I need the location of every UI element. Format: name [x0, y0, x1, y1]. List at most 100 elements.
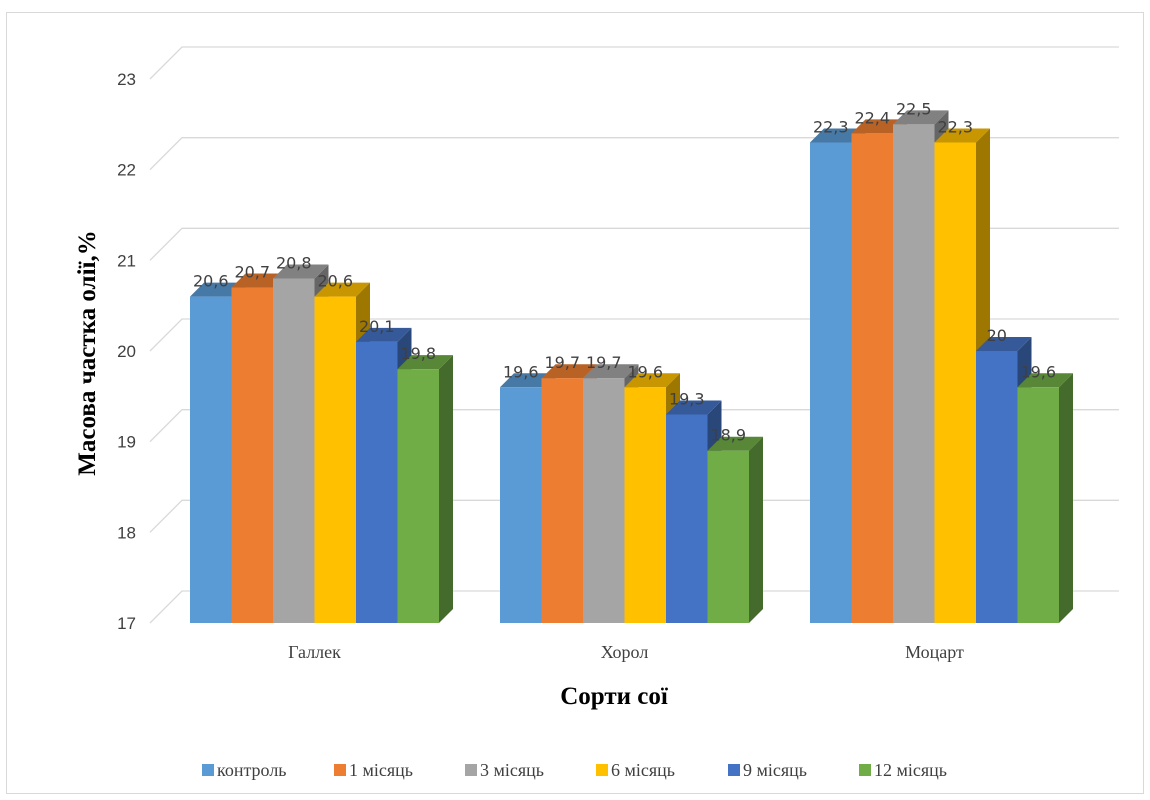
gridlines	[149, 46, 1119, 624]
gridline	[149, 499, 1119, 533]
bar-front-face	[231, 287, 273, 623]
bar-front-face	[356, 341, 398, 623]
bar-top-face	[356, 327, 412, 342]
data-label: 20,1	[359, 317, 395, 336]
legend-label: 3 місяць	[480, 760, 544, 780]
gridline	[149, 227, 1119, 261]
x-tick-label: Моцарт	[905, 642, 964, 662]
data-label: 20,6	[317, 272, 353, 291]
gridline	[149, 590, 1119, 624]
bar-top-face	[1017, 373, 1073, 388]
bar-top-face	[893, 110, 949, 125]
data-label: 19,8	[400, 344, 436, 363]
legend-swatch	[728, 764, 740, 776]
bar-side-face	[749, 436, 763, 623]
bar-top-face	[541, 364, 597, 379]
data-label: 19,7	[586, 353, 622, 372]
bar-top-face	[934, 128, 990, 143]
y-tick-label: 21	[117, 251, 136, 270]
legend-label: 9 місяць	[743, 760, 807, 780]
y-tick-label: 19	[117, 433, 136, 452]
bar-front-face	[190, 296, 232, 623]
legend-item: 6 місяць	[596, 760, 675, 780]
data-label: 19,7	[544, 353, 580, 372]
bar	[1017, 373, 1073, 623]
bar-top-face	[273, 264, 329, 279]
y-axis-ticks: 17 18 19 20 21 22 23	[117, 70, 136, 633]
bar-front-face	[500, 387, 542, 623]
bar-front-face	[541, 378, 583, 623]
gridline	[149, 137, 1119, 171]
bar-top-face	[624, 373, 680, 388]
data-label: 22,3	[813, 117, 849, 136]
legend-label: 6 місяць	[611, 760, 675, 780]
data-label: 20	[987, 326, 1007, 345]
data-label: 18,9	[710, 426, 746, 445]
bar-side-face	[1059, 373, 1073, 623]
bar-front-face	[934, 142, 976, 623]
bar	[397, 355, 453, 623]
data-labels: 20,6 20,7 20,8 20,6 20,1 19,8 19,6 19,7 19,7 19,6…	[193, 99, 1056, 444]
y-tick-label: 17	[117, 614, 136, 633]
bar-front-face	[397, 369, 439, 623]
data-label: 22,4	[854, 108, 890, 127]
data-label: 19,6	[503, 362, 539, 381]
data-label: 20,6	[193, 272, 229, 291]
data-label: 19,6	[1020, 362, 1056, 381]
legend-label: 12 місяць	[874, 760, 947, 780]
bar-front-face	[810, 142, 852, 623]
bar-top-face	[976, 337, 1032, 351]
bar-chart: 17 18 19 20 21 22 23 20,6 20,7 20,8 20,6 20,1 19,8 1…	[74, 46, 1119, 780]
data-label: 20,7	[234, 263, 270, 282]
bar-front-face	[707, 450, 749, 623]
gridline	[149, 409, 1119, 443]
bar-top-face	[666, 400, 722, 415]
legend-item: 1 місяць	[334, 760, 413, 780]
data-label: 20,8	[276, 253, 312, 272]
legend-label: контроль	[217, 760, 287, 780]
legend-item: 9 місяць	[728, 760, 807, 780]
legend-swatch	[202, 764, 214, 776]
bar-front-face	[666, 414, 708, 623]
bar-front-face	[851, 133, 893, 623]
bar-front-face	[273, 278, 315, 623]
y-tick-label: 23	[117, 70, 136, 89]
x-axis-title: Сорти сої	[560, 683, 669, 710]
bar-front-face	[314, 296, 356, 623]
bar	[707, 436, 763, 623]
legend-item: 3 місяць	[465, 760, 544, 780]
legend-swatch	[465, 764, 477, 776]
bar-side-face	[439, 355, 453, 623]
legend-label: 1 місяць	[349, 760, 413, 780]
legend: контроль 1 місяць 3 місяць 6 місяць 9 місяць…	[202, 760, 947, 780]
y-tick-label: 22	[117, 161, 136, 180]
bars	[190, 110, 1073, 624]
y-tick-label: 18	[117, 523, 136, 542]
bar-top-face	[397, 355, 453, 370]
y-axis-title: Масова частка олії,%	[74, 230, 101, 475]
bar-front-face	[893, 124, 935, 623]
chart-container: 17 18 19 20 21 22 23 20,6 20,7 20,8 20,6 20,1 19,8 1…	[6, 12, 1144, 794]
bar-top-face	[314, 282, 370, 297]
legend-item: контроль	[202, 760, 287, 780]
bar-top-face	[707, 436, 763, 451]
gridline	[149, 318, 1119, 352]
data-label: 22,5	[896, 99, 932, 118]
x-tick-label: Галлек	[288, 642, 341, 662]
gridline	[149, 46, 1119, 80]
legend-swatch	[596, 764, 608, 776]
x-tick-label: Хорол	[601, 642, 649, 662]
y-tick-label: 20	[117, 342, 136, 361]
x-axis-categories: Галлек Хорол Моцарт	[288, 642, 964, 662]
bar-front-face	[583, 378, 625, 623]
legend-item: 12 місяць	[859, 760, 947, 780]
bar-front-face	[624, 387, 666, 623]
legend-swatch	[859, 764, 871, 776]
data-label: 22,3	[937, 117, 973, 136]
bar-front-face	[1017, 387, 1059, 623]
data-label: 19,6	[627, 362, 663, 381]
data-label: 19,3	[669, 389, 705, 408]
bar-top-face	[583, 364, 639, 379]
bar-front-face	[976, 351, 1018, 623]
legend-swatch	[334, 764, 346, 776]
